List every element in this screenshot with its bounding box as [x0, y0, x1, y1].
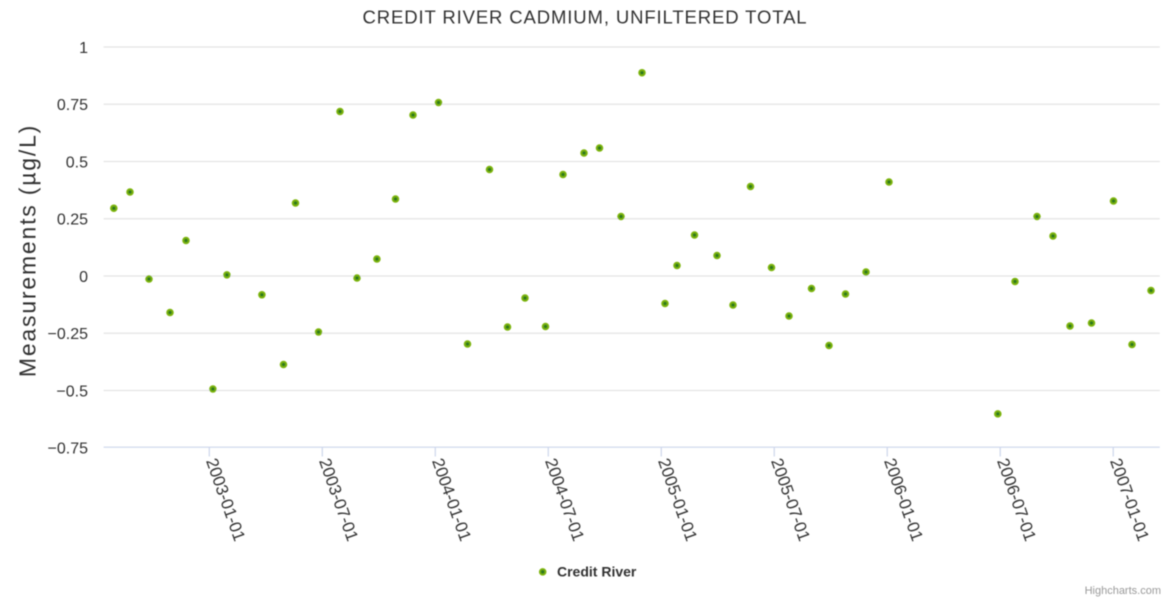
svg-text:0.5: 0.5 [66, 154, 88, 171]
svg-text:−0.25: −0.25 [48, 326, 89, 343]
svg-text:Credit River: Credit River [557, 564, 637, 580]
svg-text:0: 0 [79, 269, 88, 286]
svg-text:−0.75: −0.75 [48, 441, 89, 458]
svg-text:−0.5: −0.5 [56, 383, 88, 400]
svg-text:0.75: 0.75 [57, 97, 88, 114]
svg-text:Highcharts.com: Highcharts.com [1085, 585, 1161, 597]
svg-text:0.25: 0.25 [57, 212, 88, 229]
svg-text:1: 1 [79, 40, 88, 57]
svg-text:Measurements (µg/L): Measurements (µg/L) [15, 124, 41, 377]
svg-text:CREDIT RIVER CADMIUM, UNFILTER: CREDIT RIVER CADMIUM, UNFILTERED TOTAL [363, 7, 808, 28]
